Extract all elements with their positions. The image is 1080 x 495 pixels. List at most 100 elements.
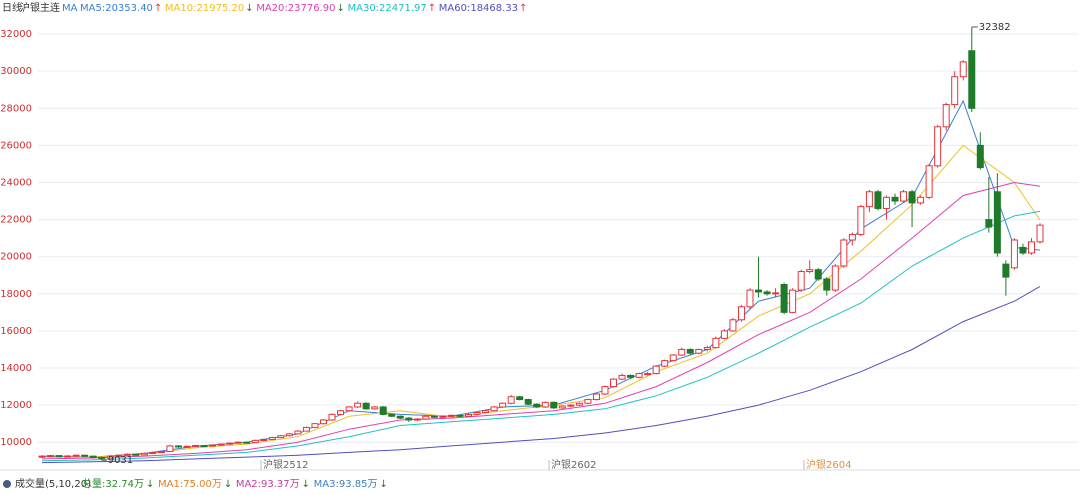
y-tick-label: 32000 — [0, 29, 32, 40]
candle-body — [831, 265, 839, 291]
volume-arrow: ↓ — [302, 479, 310, 490]
collapse-icon[interactable] — [3, 480, 11, 488]
candle-body — [789, 289, 797, 313]
candle-body — [311, 423, 319, 428]
candle-body — [635, 373, 643, 378]
candle-body — [285, 433, 293, 437]
candle-body — [1010, 239, 1018, 269]
candle-body — [772, 292, 780, 295]
candle-body — [439, 415, 447, 418]
candle-body — [38, 455, 46, 458]
candle-body — [908, 191, 916, 204]
y-tick-label: 16000 — [0, 326, 32, 337]
candle-body — [558, 405, 566, 409]
ma-arrow: ↓ — [336, 3, 344, 14]
candle-body — [678, 348, 686, 356]
candle-body — [900, 191, 908, 202]
candle-body — [354, 402, 362, 408]
y-tick-label: 18000 — [0, 289, 32, 300]
candle-body — [686, 348, 694, 354]
candle-body — [260, 438, 268, 441]
candle-body — [81, 454, 89, 457]
candle-body — [482, 410, 490, 414]
ma-label: MA10:21975.20 — [165, 3, 244, 14]
candle-body — [797, 271, 805, 291]
ma-label: MA20:23776.90 — [256, 3, 335, 14]
candle-body — [413, 418, 421, 421]
candle-body — [465, 413, 472, 417]
candle-body — [174, 445, 182, 448]
ma-arrow: ↑ — [428, 3, 436, 14]
ma-label: MA60:18468.33 — [439, 3, 518, 14]
chart-title: 沪银主连 — [20, 1, 60, 14]
period: 日线 — [2, 1, 22, 14]
candle-body — [601, 386, 609, 395]
ma-arrow: ↑ — [154, 3, 162, 14]
candle-body — [848, 233, 856, 241]
volume-label: MA1:75.00万 — [158, 479, 222, 490]
ma-arrow: ↓ — [245, 3, 253, 14]
candle-body — [337, 410, 345, 415]
ma-arrow: ↑ — [519, 3, 527, 14]
candle-body — [98, 456, 106, 459]
volume-arrow: ↓ — [146, 479, 154, 490]
candle-body — [806, 269, 814, 273]
volume-arrow: ↓ — [379, 479, 387, 490]
candle-body — [447, 414, 455, 417]
y-tick-label: 30000 — [0, 66, 32, 77]
volume-heading: 成交量(5,10,20) — [15, 477, 91, 490]
candle-body — [490, 406, 498, 412]
candle-body — [865, 191, 873, 208]
candle-body — [780, 284, 788, 313]
candle-body — [507, 396, 515, 404]
candle-body — [319, 419, 327, 425]
candle-body — [251, 439, 259, 444]
candle-body — [644, 373, 652, 376]
contract-label: 沪银2602 — [551, 458, 596, 471]
ma-line — [41, 181, 1041, 460]
candle-body — [328, 413, 336, 421]
candle-body — [166, 445, 174, 453]
candle-body — [302, 426, 310, 432]
candle-body — [840, 239, 848, 267]
candle-body — [1019, 246, 1027, 254]
volume-label: 总量:32.74万 — [82, 477, 144, 490]
candle-body — [294, 430, 302, 435]
candle-body — [64, 455, 72, 458]
candle-body — [217, 443, 225, 446]
candle-body — [618, 374, 626, 380]
candle-body — [115, 454, 123, 457]
candle-body — [746, 289, 754, 308]
candle-body — [934, 126, 942, 167]
candle-body — [1002, 263, 1010, 278]
candle-body — [183, 445, 191, 448]
ma-line — [41, 285, 1041, 464]
candle-body — [149, 451, 157, 454]
candle-body — [388, 413, 396, 417]
candle-body — [533, 403, 541, 408]
contract-label: 沪银2604 — [806, 458, 851, 471]
candle-body — [985, 219, 993, 228]
candle-body — [968, 50, 976, 109]
candle-body — [917, 196, 925, 204]
contract-label: 沪银2512 — [263, 458, 308, 471]
candle-body — [140, 452, 148, 456]
candle-body — [763, 291, 771, 295]
candle-body — [891, 196, 899, 202]
candle-body — [234, 441, 242, 444]
candle-body — [422, 415, 430, 420]
candle-body — [823, 278, 831, 291]
candle-body — [72, 454, 80, 457]
candle-body — [106, 455, 114, 459]
candle-body — [123, 453, 131, 456]
candle-body — [277, 435, 285, 439]
ma-line — [41, 210, 1041, 462]
candle-body — [209, 444, 217, 447]
candle-body — [1027, 241, 1035, 254]
candle-body — [541, 401, 549, 408]
candle-body — [976, 144, 984, 169]
candle-body — [993, 191, 1001, 254]
candle-body — [499, 402, 507, 408]
